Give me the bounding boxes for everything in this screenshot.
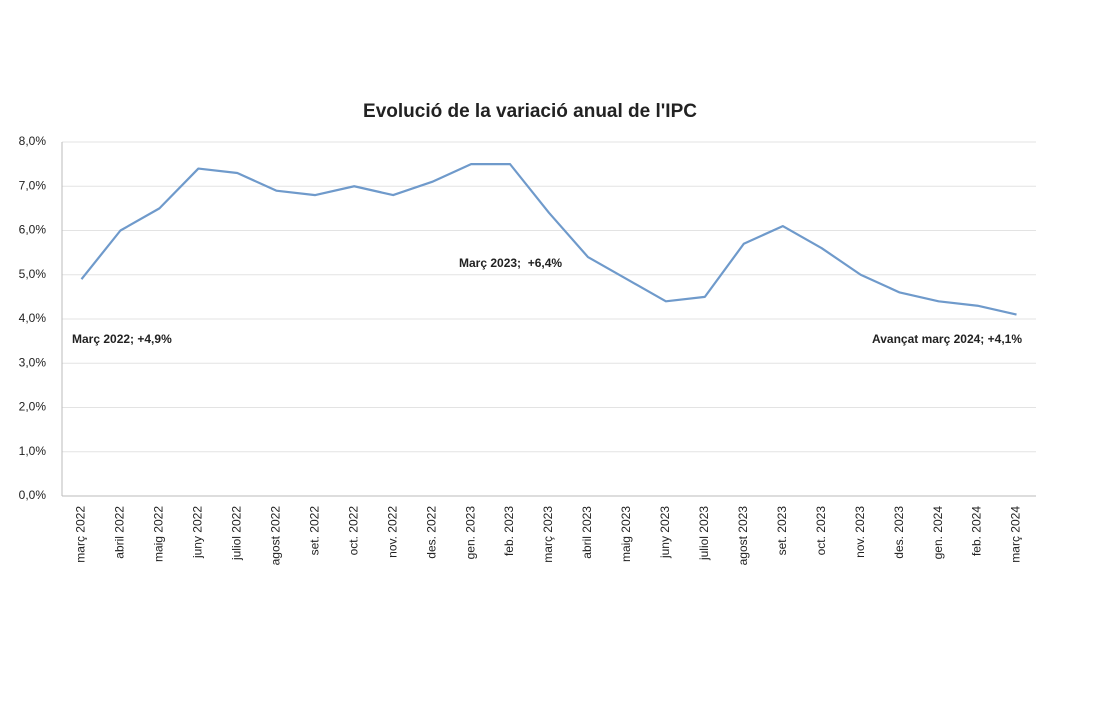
data-line [80, 163, 1017, 316]
y-tick-label: 8,0% [19, 134, 47, 148]
x-tick-label: nov. 2023 [853, 506, 867, 558]
y-tick-label: 2,0% [19, 400, 47, 414]
x-tick-label: set. 2022 [307, 506, 321, 556]
y-tick-label: 1,0% [19, 444, 47, 458]
x-tick-label: juny 2022 [191, 506, 205, 559]
x-tick-label: maig 2022 [152, 506, 166, 562]
y-tick-label: 3,0% [19, 355, 47, 369]
x-tick-label: gen. 2023 [463, 506, 477, 560]
annotation: Març 2022; +4,9% [72, 332, 172, 346]
annotation: Març 2023; +6,4% [459, 256, 562, 270]
x-tick-label: nov. 2022 [385, 506, 399, 558]
x-tick-label: març 2024 [1009, 506, 1023, 563]
x-tick-label: des. 2022 [424, 506, 438, 559]
y-tick-label: 7,0% [19, 178, 47, 192]
chart-title: Evolució de la variació anual de l'IPC [363, 101, 697, 122]
x-tick-label: agost 2022 [268, 506, 282, 566]
y-tick-label: 4,0% [19, 311, 47, 325]
x-tick-label: juny 2023 [658, 506, 672, 559]
x-tick-label: juliol 2022 [229, 506, 243, 561]
y-tick-label: 5,0% [19, 267, 47, 281]
annotation: Avançat març 2024; +4,1% [872, 332, 1022, 346]
x-tick-label: març 2023 [541, 506, 555, 563]
x-tick-label: març 2022 [74, 506, 88, 563]
x-tick-label: maig 2023 [619, 506, 633, 562]
x-tick-label: feb. 2023 [502, 506, 516, 556]
x-tick-label: abril 2022 [113, 506, 127, 559]
y-tick-label: 0,0% [19, 488, 47, 502]
x-tick-label: oct. 2022 [346, 506, 360, 556]
x-tick-label: abril 2023 [580, 506, 594, 559]
x-tick-label: feb. 2024 [970, 506, 984, 556]
x-tick-label: gen. 2024 [931, 506, 945, 560]
y-tick-label: 6,0% [19, 223, 47, 237]
x-tick-label: set. 2023 [775, 506, 789, 556]
x-tick-label: des. 2023 [892, 506, 906, 559]
x-tick-label: juliol 2023 [697, 506, 711, 561]
x-tick-label: oct. 2023 [814, 506, 828, 556]
x-tick-label: agost 2023 [736, 506, 750, 566]
